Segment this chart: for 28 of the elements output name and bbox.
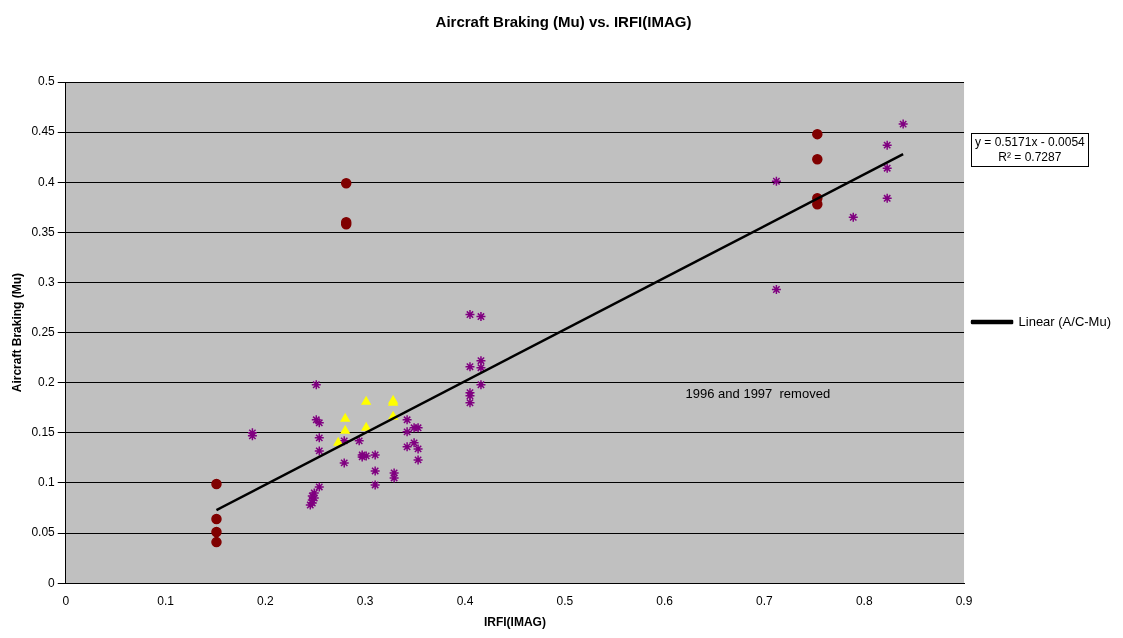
y-tick-label: 0.1	[38, 475, 56, 490]
x-tick-label: 0.5	[556, 593, 574, 608]
chart-title: Aircraft Braking (Mu) vs. IRFI(IMAG)	[435, 13, 692, 31]
y-tick-label: 0.3	[38, 274, 56, 289]
x-tick-label: 0.4	[456, 593, 474, 608]
y-tick-label: 0.4	[38, 174, 56, 189]
x-tick-label: 0.9	[955, 593, 973, 608]
y-tick-label: 0.25	[31, 324, 56, 339]
x-tick-label: 0.8	[855, 593, 873, 608]
x-tick-label: 0	[62, 593, 70, 608]
y-tick-label: 0.45	[31, 124, 56, 139]
y-tick-label: 0.15	[31, 425, 56, 440]
y-tick-label: 0.35	[31, 224, 56, 239]
x-tick-label: 0.2	[257, 593, 275, 608]
x-tick-label: 0.1	[157, 593, 175, 608]
x-tick-label: 0.3	[356, 593, 374, 608]
y-tick-label: 0	[48, 575, 56, 590]
y-tick-label: 0.05	[31, 525, 56, 540]
y-axis-title: Aircraft Braking (Mu)	[9, 272, 24, 393]
text: R² = 0.7287	[997, 150, 1063, 165]
x-tick-label: 0.6	[656, 593, 674, 608]
x-tick-label: 0.7	[756, 593, 774, 608]
y-tick-label: 0.5	[38, 74, 56, 89]
x-axis-title: IRFI(IMAG)	[483, 615, 546, 630]
legend-label: Linear (A/C-Mu)	[1018, 313, 1111, 329]
text: y = 0.5171x - 0.0054	[975, 135, 1085, 150]
y-tick-label: 0.2	[38, 375, 56, 390]
annotation: 1996 and 1997 removed	[685, 385, 831, 401]
